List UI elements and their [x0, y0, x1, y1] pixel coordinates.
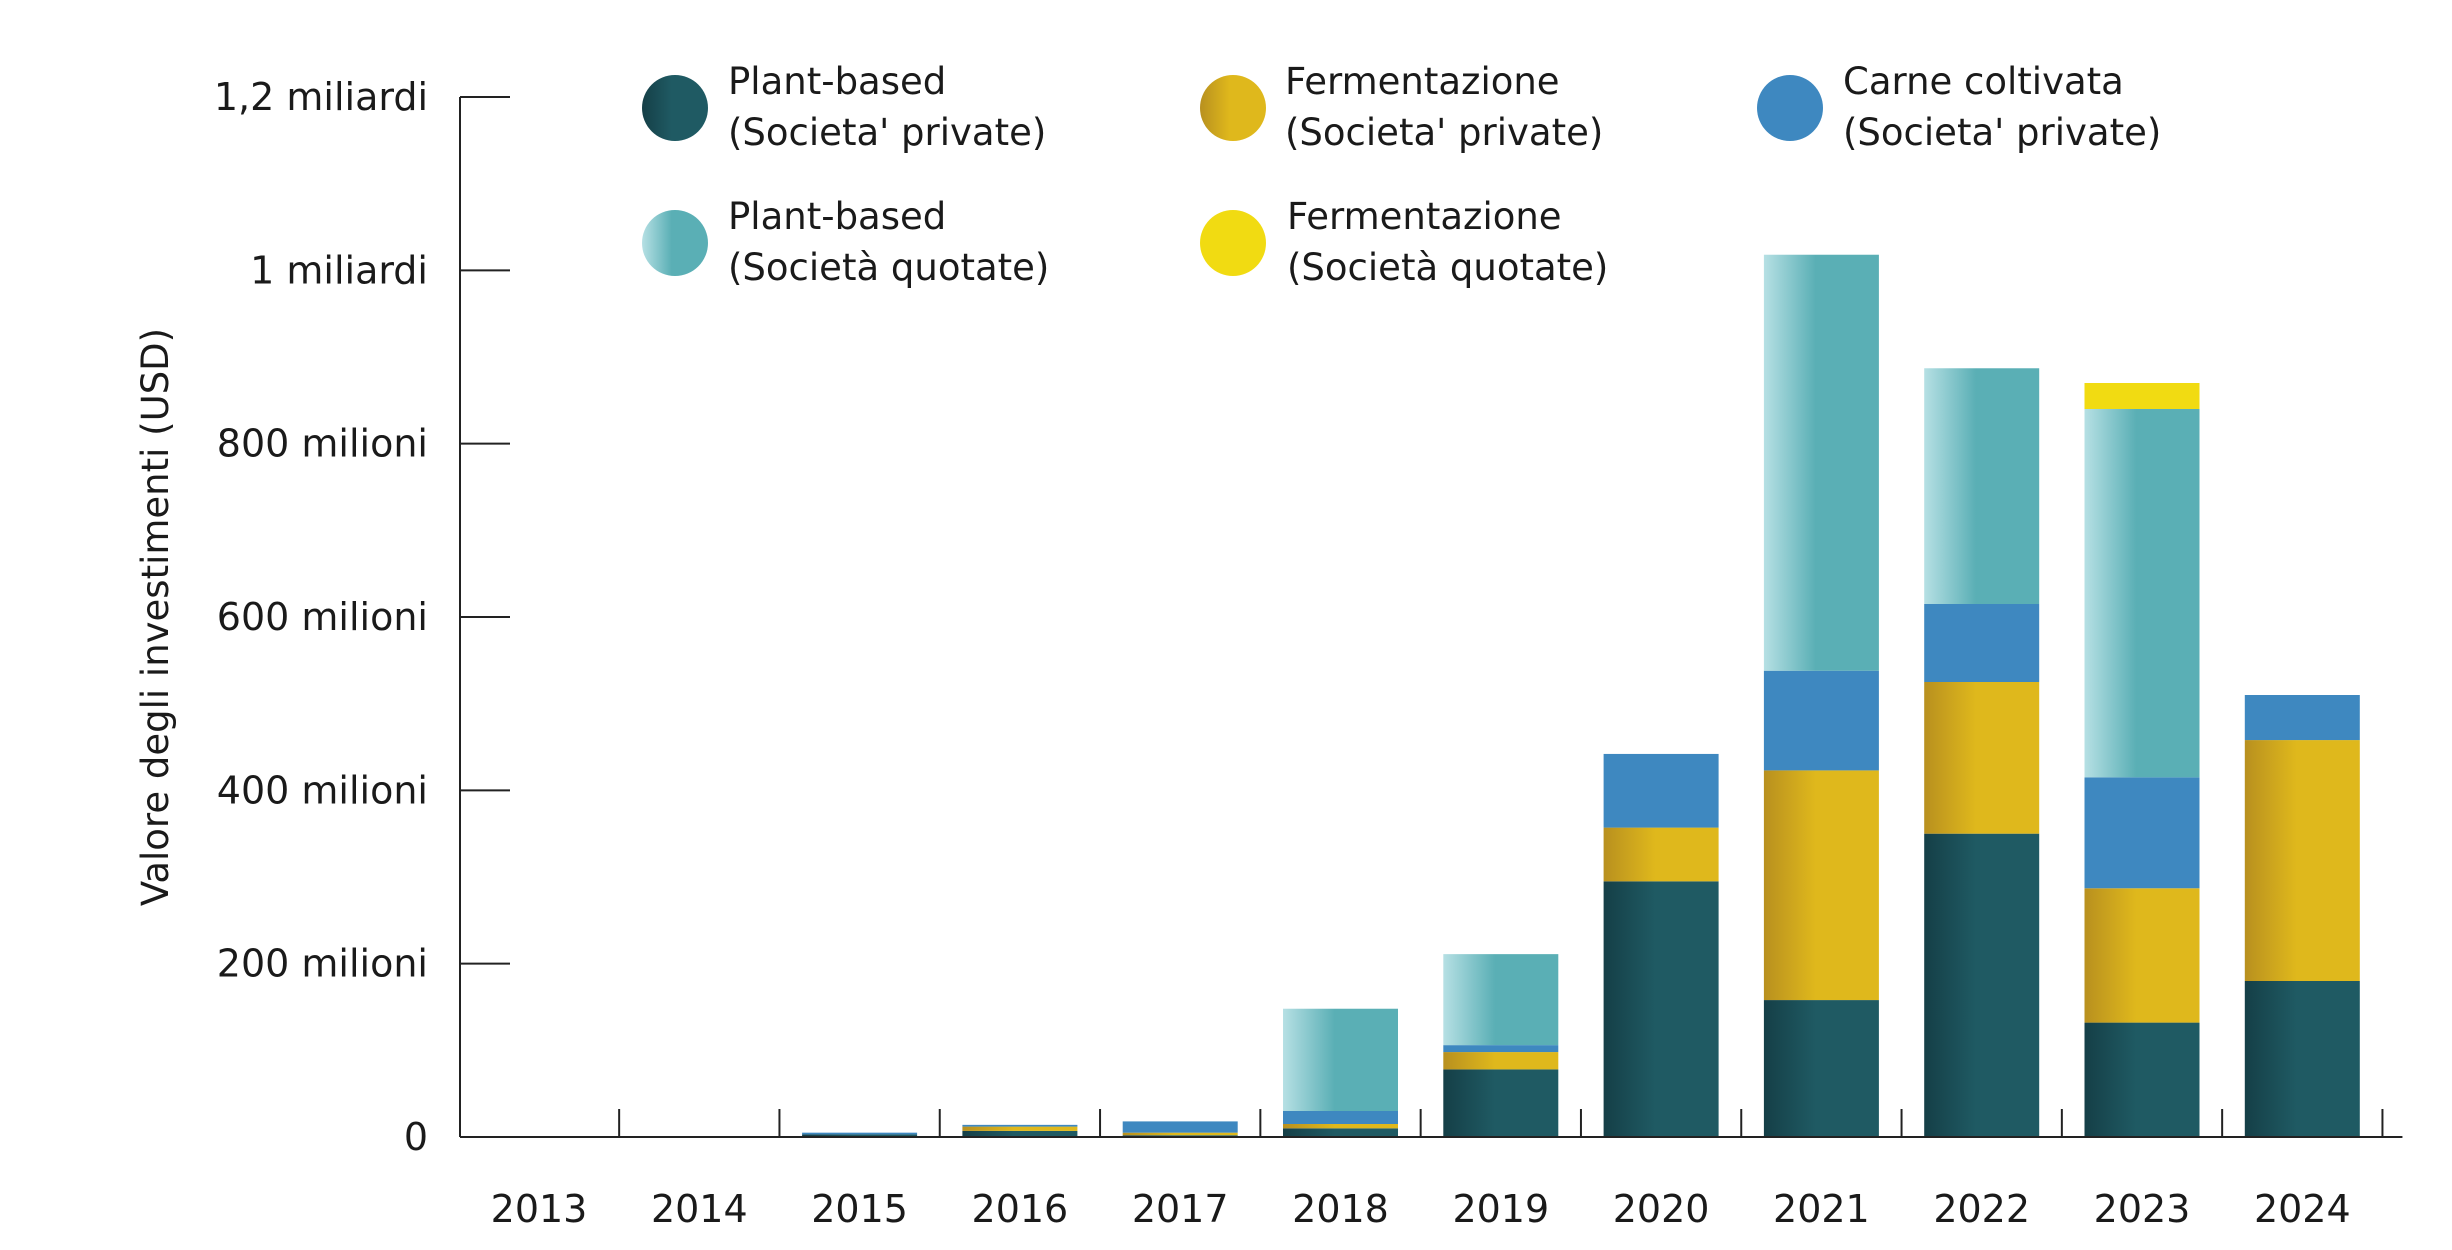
legend-label: Fermentazione: [1285, 60, 1560, 103]
bar-segment: [1924, 368, 2040, 604]
bar-segment: [1763, 770, 1879, 1001]
x-tick-label: 2021: [1773, 1187, 1870, 1231]
x-tick-label: 2017: [1132, 1187, 1229, 1231]
legend-item: Plant-based (Societa' private): [642, 60, 1046, 154]
bar-segment: [1924, 604, 2040, 682]
bar-segment: [1122, 1121, 1238, 1133]
bars: [802, 254, 2360, 1137]
y-tick-label: 1,2 miliardi: [214, 75, 428, 119]
bar-segment: [2084, 1022, 2200, 1137]
legend-item: Carne coltivata (Societa' private): [1757, 60, 2161, 154]
x-tick-label: 2016: [972, 1187, 1069, 1231]
x-tick-label: 2015: [811, 1187, 908, 1231]
x-tick-label: 2018: [1292, 1187, 1389, 1231]
legend-item: Plant-based (Società quotate): [642, 195, 1049, 289]
x-tick-label: 2019: [1452, 1187, 1549, 1231]
legend-label-sub: (Societa' private): [728, 111, 1046, 154]
legend-label: Plant-based: [728, 60, 946, 103]
bar-segment: [1603, 881, 1719, 1137]
bar-segment: [1763, 254, 1879, 671]
bar-segment: [1122, 1132, 1238, 1136]
bar-segment: [1603, 827, 1719, 882]
bar-segment: [2084, 409, 2200, 778]
legend-label-sub: (Società quotate): [728, 246, 1049, 289]
bar-segment: [1443, 1052, 1559, 1070]
bar-segment: [1443, 1045, 1559, 1053]
bar-segment: [802, 1132, 918, 1135]
axes: 0 200 milioni 400 milioni 600 milioni 800 mi…: [214, 75, 2403, 1231]
bar-segment: [1283, 1124, 1398, 1129]
bar-segment: [1924, 833, 2040, 1137]
y-tick-label: 0: [404, 1115, 428, 1159]
y-tick-label: 400 milioni: [217, 768, 428, 812]
legend-label-sub: (Societa' private): [1285, 111, 1603, 154]
bar-segment: [962, 1126, 1078, 1131]
legend-item: Fermentazione (Società quotate): [1200, 195, 1608, 289]
y-axis-label: Valore degli investimenti (USD): [134, 328, 177, 906]
x-tick-label: 2020: [1613, 1187, 1710, 1231]
bar-segment: [802, 1134, 918, 1137]
bar-segment: [1443, 954, 1559, 1046]
bar-segment: [2244, 740, 2360, 981]
y-tick-label: 600 milioni: [217, 595, 428, 639]
legend: Plant-based(Societa' private)Fermentazio…: [642, 60, 2161, 289]
bar-segment: [2084, 888, 2200, 1023]
bar-segment: [2084, 777, 2200, 889]
x-tick-label: 2023: [2094, 1187, 2191, 1231]
y-tick-label: 200 milioni: [217, 942, 428, 986]
bar-segment: [1603, 753, 1719, 828]
legend-swatch: [1200, 75, 1266, 141]
x-tick-label: 2013: [491, 1187, 588, 1231]
x-tick-label: 2014: [651, 1187, 748, 1231]
bar-segment: [1763, 1000, 1879, 1137]
legend-label-sub: (Societa' private): [1843, 111, 2161, 154]
bar-segment: [1763, 670, 1879, 771]
legend-label: Plant-based: [728, 195, 946, 238]
bar-segment: [1443, 1069, 1559, 1137]
legend-swatch: [1200, 210, 1266, 276]
bar-segment: [962, 1130, 1078, 1137]
x-tick-label: 2022: [1933, 1187, 2030, 1231]
bar-segment: [2084, 383, 2200, 409]
legend-item: Fermentazione (Societa' private): [1200, 60, 1603, 154]
legend-label: Fermentazione: [1287, 195, 1562, 238]
legend-swatch: [1757, 75, 1823, 141]
legend-swatch: [642, 75, 708, 141]
legend-swatch: [642, 210, 708, 276]
bar-segment: [1924, 682, 2040, 834]
bar-segment: [2244, 695, 2360, 741]
legend-label: Carne coltivata: [1843, 60, 2124, 103]
x-tick-label: 2024: [2254, 1187, 2351, 1231]
y-tick-label: 1 miliardi: [250, 248, 428, 292]
bar-segment: [1283, 1128, 1398, 1137]
y-tick-label: 800 milioni: [217, 422, 428, 466]
legend-label-sub: (Società quotate): [1287, 246, 1608, 289]
bar-segment: [1283, 1008, 1398, 1111]
bar-segment: [2244, 981, 2360, 1137]
bar-segment: [962, 1124, 1078, 1127]
bar-segment: [1283, 1111, 1398, 1124]
